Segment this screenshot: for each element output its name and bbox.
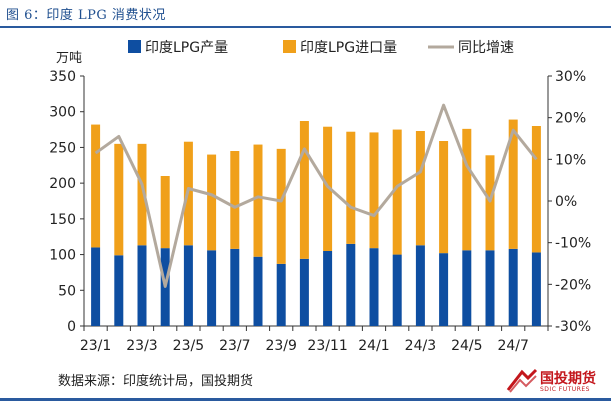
brand-sub: SDIC FUTURES (540, 386, 590, 393)
x-tick-label: 23/11 (307, 338, 347, 354)
x-tick-label: 23/9 (265, 338, 296, 354)
production-bar (137, 245, 147, 326)
right-tick-label: 30% (555, 69, 586, 85)
production-bar (114, 255, 124, 326)
import-bar (392, 129, 402, 255)
import-bar (137, 143, 147, 246)
yoy-line (94, 103, 538, 288)
import-bar (230, 151, 240, 249)
left-tick-label: 300 (49, 105, 76, 121)
production-bar (91, 247, 101, 326)
bottom-divider (0, 398, 611, 401)
import-bar (276, 148, 286, 264)
x-tick-label: 24/1 (358, 338, 389, 354)
production-bar (508, 248, 518, 326)
left-tick-label: 150 (49, 212, 76, 228)
production-bar (299, 258, 309, 326)
import-bar (346, 131, 356, 244)
import-bar (91, 124, 101, 248)
import-bar (323, 126, 333, 251)
import-bar (299, 121, 309, 259)
import-bar (160, 176, 170, 249)
import-bar (462, 128, 472, 251)
left-tick-label: 350 (49, 69, 76, 85)
source-note: 数据来源：印度统计局，国投期货 (58, 374, 254, 389)
import-bar (531, 126, 541, 253)
right-tick-label: 0% (555, 194, 577, 210)
x-tick-label: 24/3 (405, 338, 436, 354)
x-tick-label: 24/7 (497, 338, 528, 354)
yoy-series-line (94, 103, 538, 288)
production-bar (346, 243, 356, 326)
production-bar (323, 251, 333, 326)
legend-label: 印度LPG产量 (145, 40, 228, 56)
brand-logo: 国投期货 SDIC FUTURES (506, 366, 606, 396)
production-bar (415, 245, 425, 326)
legend: 印度LPG产量 印度LPG进口量 同比增速 (128, 40, 514, 56)
x-tick-label: 23/7 (219, 338, 250, 354)
production-bar (531, 252, 541, 326)
x-tick-label: 23/1 (80, 338, 111, 354)
right-tick-label: 10% (555, 152, 586, 168)
left-tick-label: 200 (49, 176, 76, 192)
left-tick-label: 100 (49, 248, 76, 264)
production-bar (207, 250, 217, 326)
right-tick-label: -30% (555, 319, 591, 335)
import-bar (114, 143, 124, 256)
production-bar (183, 245, 193, 326)
production-bar (485, 250, 495, 326)
production-bar (253, 256, 263, 326)
x-tick-label: 23/5 (173, 338, 204, 354)
brand-logo-mark-icon (506, 368, 538, 393)
right-tick-label: 20% (555, 111, 586, 127)
bars (91, 119, 541, 326)
production-bar (462, 250, 472, 326)
import-bar (439, 141, 449, 254)
production-bar (369, 248, 379, 326)
production-bar (439, 253, 449, 326)
import-bar (415, 131, 425, 246)
lpg-consumption-chart: 万吨 印度LPG产量 印度LPG进口量 同比增速 0 50 100 150 200 250 30… (49, 40, 591, 354)
import-bar (207, 154, 217, 251)
legend-label: 同比增速 (458, 40, 514, 56)
import-bar (485, 155, 495, 251)
legend-swatch (128, 40, 141, 53)
legend-swatch (283, 40, 296, 53)
right-tick-label: -20% (555, 277, 591, 293)
figure-title: 图 6：印度 LPG 消费状况 (6, 8, 166, 23)
left-tick-label: 0 (67, 319, 76, 335)
legend-label: 印度LPG进口量 (300, 40, 397, 56)
production-bar (230, 248, 240, 326)
import-bar (369, 132, 379, 249)
import-bar (508, 119, 518, 249)
production-bar (276, 263, 286, 326)
left-tick-label: 50 (58, 283, 76, 299)
x-tick-label: 24/5 (451, 338, 482, 354)
x-tick-label: 23/3 (126, 338, 157, 354)
production-bar (392, 254, 402, 326)
right-tick-label: -10% (555, 236, 591, 252)
left-axis-unit: 万吨 (56, 51, 82, 66)
title-divider (0, 26, 611, 28)
left-tick-label: 250 (49, 140, 76, 156)
brand-name: 国投期货 (540, 371, 596, 387)
import-bar (253, 144, 263, 257)
